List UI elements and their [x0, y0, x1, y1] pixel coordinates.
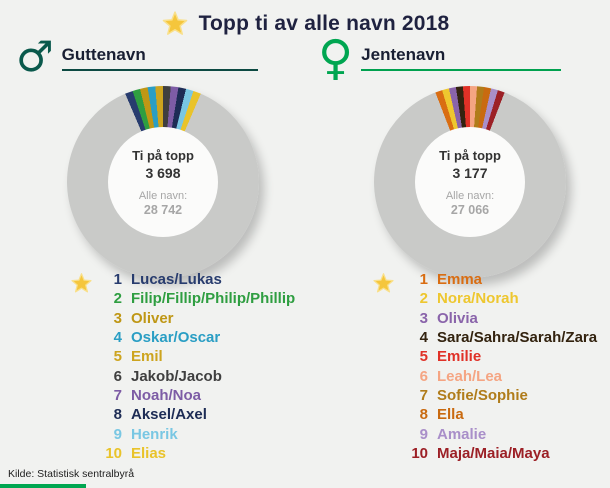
list-item: 1 Emma — [406, 270, 597, 289]
page-title: Topp ti av alle navn 2018 — [198, 12, 450, 35]
title-row: Topp ti av alle navn 2018 — [0, 10, 610, 38]
boys-header: ♂ Guttenavn — [16, 36, 258, 78]
boys-allnames-value: 28 742 — [143, 202, 183, 217]
girls-heading-rule — [361, 69, 562, 71]
name-label: Nora/Norah — [437, 290, 519, 308]
boys-name-list: 1 Lucas/Lukas 2 Filip/Fillip/Philip/Phillip… — [100, 270, 295, 463]
bottom-accent-bar — [0, 484, 86, 488]
rank-number: 3 — [113, 309, 122, 327]
name-label: Leah/Lea — [437, 367, 503, 385]
girls-allnames-value: 27 066 — [450, 202, 490, 217]
name-label: Jakob/Jacob — [131, 367, 222, 385]
boys-topten-label: Ti på topp — [132, 147, 194, 163]
list-item: 2 Nora/Norah — [406, 289, 597, 308]
list-item: 7 Sofie/Sophie — [406, 386, 597, 405]
girls-header: ♀ Jentenavn — [318, 30, 562, 86]
star-icon — [373, 273, 394, 293]
list-item: 10 Elias — [100, 444, 295, 463]
name-label: Filip/Fillip/Philip/Phillip — [131, 290, 296, 308]
name-label: Ella — [437, 406, 464, 424]
rank-number: 9 — [113, 425, 122, 443]
list-item: 8 Aksel/Axel — [100, 405, 295, 424]
rank-number: 6 — [113, 367, 122, 385]
male-symbol-icon: ♂ — [16, 32, 54, 81]
name-label: Aksel/Axel — [131, 406, 207, 424]
name-label: Olivia — [437, 309, 478, 327]
list-item: 5 Emil — [100, 347, 295, 366]
girls-topten-label: Ti på topp — [439, 147, 501, 163]
rank-number: 3 — [419, 309, 428, 327]
rank-number: 9 — [419, 425, 428, 443]
rank-number: 4 — [419, 329, 428, 347]
boys-donut-center: Ti på topp 3 698 Alle navn: 28 742 — [108, 127, 218, 237]
list-item: 9 Amalie — [406, 424, 597, 443]
girls-heading: Jentenavn — [361, 45, 446, 64]
boys-heading-wrap: Guttenavn — [61, 36, 258, 71]
name-label: Elias — [131, 444, 167, 462]
boys-allnames-label: Alle navn: — [138, 189, 188, 202]
name-label: Sofie/Sophie — [437, 386, 528, 404]
list-item: 6 Leah/Lea — [406, 366, 597, 385]
girls-allnames-label: Alle navn: — [445, 189, 495, 202]
girls-topten-value: 3 177 — [452, 164, 488, 181]
name-label: Sara/Sahra/Sarah/Zara — [437, 329, 598, 347]
name-label: Henrik — [131, 425, 178, 443]
rank-number: 10 — [105, 444, 122, 462]
girls-name-list: 1 Emma 2 Nora/Norah 3 Olivia 4 Sara/Sahra/Sarah… — [406, 270, 597, 463]
name-label: Amalie — [437, 425, 487, 443]
rank-number: 2 — [419, 290, 428, 308]
list-item: 10 Maja/Maia/Maya — [406, 444, 597, 463]
list-item: 9 Henrik — [100, 424, 295, 443]
female-symbol-icon: ♀ — [318, 30, 354, 86]
list-item: 3 Olivia — [406, 309, 597, 328]
list-item: 8 Ella — [406, 405, 597, 424]
name-label: Oliver — [131, 309, 174, 327]
name-label: Emilie — [437, 348, 482, 366]
girls-heading-wrap: Jentenavn — [361, 36, 562, 71]
source-caption: Kilde: Statistisk sentralbyrå — [8, 468, 135, 480]
rank-number: 5 — [113, 348, 122, 366]
name-label: Maja/Maia/Maya — [437, 444, 550, 462]
name-label: Oskar/Oscar — [131, 329, 221, 347]
rank-number: 1 — [113, 271, 122, 289]
list-item: 2 Filip/Fillip/Philip/Phillip — [100, 289, 296, 308]
star-icon — [162, 11, 187, 35]
boys-heading-rule — [61, 69, 258, 71]
rank-number: 5 — [419, 348, 428, 366]
list-item: 4 Sara/Sahra/Sarah/Zara — [406, 328, 597, 347]
boys-topten-value: 3 698 — [145, 164, 181, 181]
rank-number: 7 — [419, 386, 428, 404]
rank-number: 8 — [419, 406, 428, 424]
list-item: 7 Noah/Noa — [100, 386, 295, 405]
girls-donut-chart: Ti på topp 3 177 Alle navn: 27 066 — [374, 86, 566, 278]
rank-number: 1 — [419, 271, 428, 289]
name-label: Emil — [131, 348, 163, 366]
list-item: 1 Lucas/Lukas — [100, 270, 295, 289]
boys-heading: Guttenavn — [61, 45, 146, 64]
rank-number: 6 — [419, 367, 428, 385]
rank-number: 2 — [113, 290, 122, 308]
rank-number: 10 — [411, 444, 428, 462]
girls-donut-center: Ti på topp 3 177 Alle navn: 27 066 — [415, 127, 525, 237]
rank-number: 7 — [113, 386, 122, 404]
list-item: 6 Jakob/Jacob — [100, 366, 295, 385]
name-label: Emma — [437, 271, 483, 289]
boys-donut-chart: Ti på topp 3 698 Alle navn: 28 742 — [67, 86, 259, 278]
star-icon — [71, 273, 92, 293]
list-item: 4 Oskar/Oscar — [100, 328, 295, 347]
name-label: Noah/Noa — [131, 386, 202, 404]
list-item: 5 Emilie — [406, 347, 597, 366]
rank-number: 8 — [113, 406, 122, 424]
rank-number: 4 — [113, 329, 122, 347]
list-item: 3 Oliver — [100, 309, 295, 328]
name-label: Lucas/Lukas — [131, 271, 222, 289]
